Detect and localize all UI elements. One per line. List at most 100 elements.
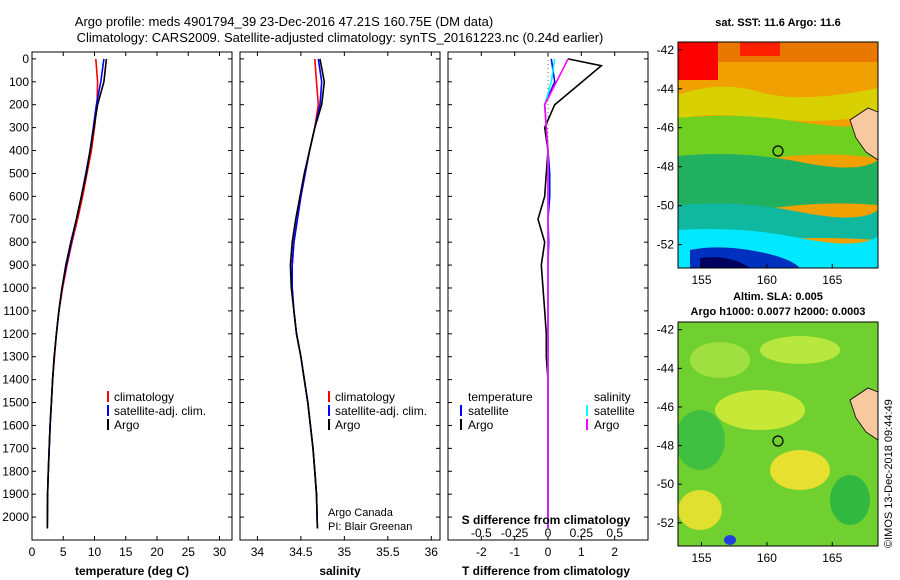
axes-layer: 0 5 10 15 20 25 300100200300400500600700800900… [2,52,648,559]
temperature-legend: climatology satellite-adj. clim. Argo [107,390,206,432]
legend-swatch-argo [328,419,330,430]
map-y-tick-label: -46 [657,121,675,135]
sst-map-frame [677,41,879,269]
legend-swatch-s-satellite [586,405,588,416]
series-line-s-argo [543,58,569,529]
salinity-legend: climatology satellite-adj. clim. Argo [328,390,427,432]
series-line-satellite-adj.-clim. [46,58,105,529]
argo-location-marker [772,145,784,157]
legend-satellite: satellite-adj. clim. [114,404,206,418]
x-tick-label: 0 [29,545,36,559]
x-tick-label: 30 [213,545,227,559]
map-x-tick-label: 165 [822,551,842,565]
y-tick-label: 1900 [2,487,29,501]
map-x-tick-label: 155 [692,273,712,287]
map-axes-layer: 155 160 165 -42 -44 -46 -48 -50 -52 155 160 165 -42 -… [657,43,843,565]
map-y-tick-label: -50 [657,199,675,213]
difference-legend: temperature satellite Argo salinity sate… [460,390,635,432]
legend-satellite: satellite-adj. clim. [335,404,427,418]
sla-map-frame [677,321,879,547]
legend-swatch-argo [107,419,109,430]
legend-s-argo: Argo [594,418,620,432]
title-line1: Argo profile: meds 4901794_39 23-Dec-201… [75,14,493,29]
x-tick-label: -1 [509,545,520,559]
sla-map-subtitle: Argo h1000: 0.0077 h2000: 0.0003 [691,306,866,318]
credit-line1: Argo Canada [328,507,394,519]
y-tick-label: 200 [9,98,29,112]
legend-swatch-t-argo [460,419,462,430]
legend-argo: Argo [335,418,361,432]
sst-map-title: sat. SST: 11.6 Argo: 11.6 [715,17,841,29]
y-tick-label: 100 [9,75,29,89]
x-tick-label: 25 [182,545,196,559]
legend-s-satellite: satellite [594,404,635,418]
x-tick-label: 15 [119,545,133,559]
y-tick-label: 300 [9,121,29,135]
map-y-tick-label: -42 [657,323,675,337]
profile-lines-layer [46,58,604,529]
legend-swatch-climatology [328,391,330,402]
argo-location-marker [772,435,784,447]
y-tick-label: 0 [22,52,29,66]
y-tick-label: 800 [9,235,29,249]
salinity-plot-frame [239,51,441,541]
y-tick-label: 1800 [2,464,29,478]
map-x-tick-label: 165 [822,273,842,287]
series-line-satellite-adj.-clim. [291,58,323,529]
sla-map-title: Altim. SLA: 0.005 [733,291,823,303]
legend-swatch-s-argo [586,419,588,430]
y-tick-label: 2000 [2,510,29,524]
salinity-xlabel: salinity [319,564,361,578]
map-x-tick-label: 160 [757,273,777,287]
legend-climatology: climatology [335,390,395,404]
map-y-tick-label: -44 [657,82,675,96]
x-tick-label: 36 [425,545,439,559]
map-y-tick-label: -48 [657,439,675,453]
y-tick-label: 1400 [2,373,29,387]
legend-t-satellite: satellite [468,404,509,418]
y-tick-label: 500 [9,166,29,180]
map-y-tick-label: -50 [657,477,675,491]
map-y-tick-label: -52 [657,238,675,252]
legend-swatch-satellite [328,405,330,416]
x-tick-label: 34 [251,545,265,559]
x2-tick-label: -0.5 [471,526,492,540]
x-tick-label: 5 [60,545,67,559]
series-line-argo [289,58,326,529]
legend-argo: Argo [114,418,140,432]
legend-salinity-title: salinity [594,390,631,404]
x-tick-label: 34.5 [289,545,313,559]
y-tick-label: 1600 [2,418,29,432]
series-line-argo [46,58,108,529]
x2-tick-label: 0.25 [570,526,594,540]
s-difference-label: S difference from climatology [462,513,631,527]
legend-swatch-t-satellite [460,405,462,416]
map-y-tick-label: -46 [657,400,675,414]
map-y-tick-label: -42 [657,43,675,57]
y-tick-label: 1500 [2,396,29,410]
x-tick-label: 35.5 [376,545,400,559]
sst-map [678,42,878,268]
x2-tick-label: -0.25 [501,526,529,540]
map-y-tick-label: -44 [657,361,675,375]
y-tick-label: 600 [9,189,29,203]
temperature-xlabel: temperature (deg C) [75,564,189,578]
x-tick-label: 0 [545,545,552,559]
sla-map [678,322,878,546]
legend-t-argo: Argo [468,418,494,432]
x-tick-label: 2 [611,545,618,559]
y-tick-label: 700 [9,212,29,226]
map-x-tick-label: 160 [757,551,777,565]
title-line2: Climatology: CARS2009. Satellite-adjuste… [77,30,604,45]
map-y-tick-label: -52 [657,516,675,530]
x-tick-label: 20 [150,545,164,559]
legend-swatch-climatology [107,391,109,402]
x-tick-label: 10 [88,545,102,559]
map-y-tick-label: -48 [657,160,675,174]
y-tick-label: 1200 [2,327,29,341]
x-tick-label: 35 [338,545,352,559]
difference-xlabel: T difference from climatology [462,564,630,578]
y-tick-label: 1700 [2,441,29,455]
y-tick-label: 1000 [2,281,29,295]
